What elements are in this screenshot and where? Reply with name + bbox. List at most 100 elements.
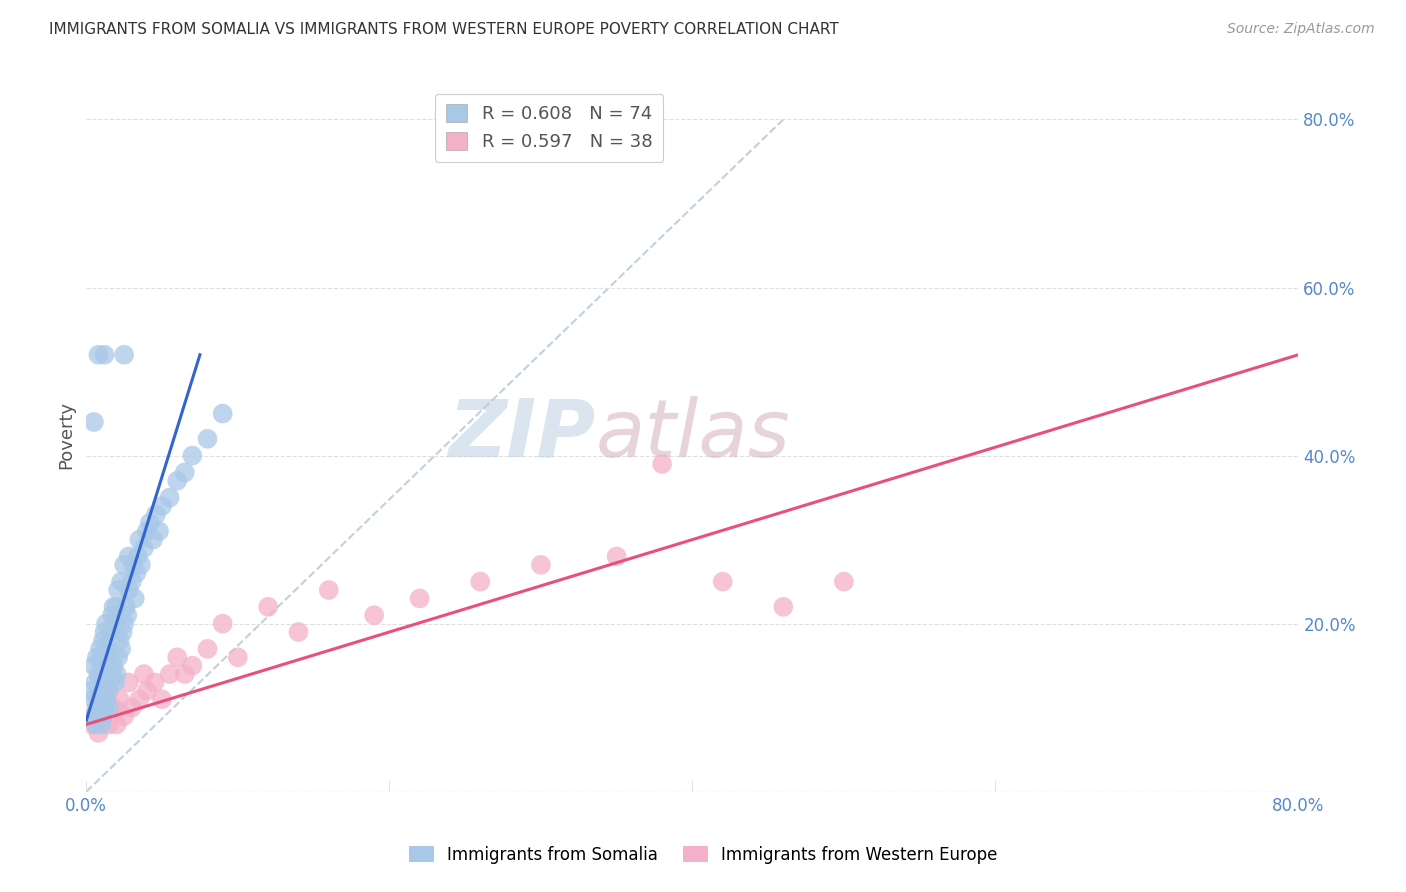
Point — [89, 692, 111, 706]
Point — [711, 574, 734, 589]
Point — [166, 650, 188, 665]
Point — [159, 667, 181, 681]
Text: IMMIGRANTS FROM SOMALIA VS IMMIGRANTS FROM WESTERN EUROPE POVERTY CORRELATION CH: IMMIGRANTS FROM SOMALIA VS IMMIGRANTS FR… — [49, 22, 839, 37]
Point — [114, 599, 136, 614]
Point — [651, 457, 673, 471]
Legend: Immigrants from Somalia, Immigrants from Western Europe: Immigrants from Somalia, Immigrants from… — [402, 839, 1004, 871]
Point — [128, 692, 150, 706]
Point — [226, 650, 249, 665]
Text: Source: ZipAtlas.com: Source: ZipAtlas.com — [1227, 22, 1375, 37]
Point — [150, 692, 173, 706]
Point — [108, 692, 131, 706]
Point — [80, 684, 103, 698]
Point — [94, 616, 117, 631]
Point — [132, 667, 155, 681]
Point — [363, 608, 385, 623]
Point — [111, 625, 134, 640]
Point — [89, 641, 111, 656]
Point — [110, 574, 132, 589]
Point — [118, 675, 141, 690]
Point — [93, 667, 115, 681]
Point — [83, 658, 105, 673]
Point — [408, 591, 430, 606]
Point — [87, 709, 110, 723]
Point — [318, 582, 340, 597]
Point — [86, 700, 108, 714]
Point — [83, 415, 105, 429]
Point — [181, 449, 204, 463]
Point — [103, 700, 125, 714]
Point — [105, 599, 128, 614]
Point — [98, 684, 121, 698]
Point — [121, 574, 143, 589]
Point — [606, 549, 628, 564]
Point — [121, 700, 143, 714]
Point — [112, 348, 135, 362]
Point — [96, 641, 118, 656]
Point — [139, 516, 162, 530]
Point — [87, 667, 110, 681]
Point — [530, 558, 553, 572]
Point — [118, 549, 141, 564]
Point — [107, 582, 129, 597]
Point — [287, 625, 309, 640]
Point — [129, 558, 152, 572]
Point — [84, 709, 107, 723]
Point — [94, 658, 117, 673]
Point — [94, 692, 117, 706]
Point — [90, 717, 112, 731]
Point — [159, 491, 181, 505]
Point — [173, 466, 195, 480]
Point — [107, 650, 129, 665]
Point — [84, 675, 107, 690]
Point — [98, 650, 121, 665]
Point — [90, 709, 112, 723]
Point — [125, 566, 148, 581]
Point — [148, 524, 170, 539]
Point — [181, 658, 204, 673]
Point — [103, 658, 125, 673]
Point — [105, 717, 128, 731]
Point — [93, 700, 115, 714]
Point — [128, 533, 150, 547]
Point — [173, 667, 195, 681]
Point — [108, 633, 131, 648]
Point — [115, 608, 138, 623]
Point — [122, 558, 145, 572]
Point — [150, 499, 173, 513]
Y-axis label: Poverty: Poverty — [58, 401, 75, 468]
Point — [112, 616, 135, 631]
Point — [103, 599, 125, 614]
Point — [124, 591, 146, 606]
Point — [142, 533, 165, 547]
Point — [87, 726, 110, 740]
Text: ZIP: ZIP — [449, 395, 595, 474]
Point — [110, 641, 132, 656]
Point — [82, 717, 104, 731]
Point — [101, 667, 124, 681]
Point — [832, 574, 855, 589]
Point — [211, 616, 233, 631]
Point — [127, 549, 149, 564]
Point — [87, 692, 110, 706]
Point — [98, 700, 121, 714]
Point — [166, 474, 188, 488]
Point — [470, 574, 492, 589]
Point — [132, 541, 155, 555]
Point — [197, 432, 219, 446]
Point — [118, 582, 141, 597]
Point — [86, 650, 108, 665]
Point — [105, 667, 128, 681]
Point — [104, 675, 127, 690]
Text: atlas: atlas — [595, 395, 790, 474]
Point — [91, 675, 114, 690]
Point — [112, 558, 135, 572]
Point — [100, 625, 122, 640]
Point — [98, 717, 121, 731]
Point — [91, 633, 114, 648]
Point — [135, 684, 157, 698]
Point — [104, 616, 127, 631]
Point — [112, 709, 135, 723]
Point — [93, 700, 115, 714]
Point — [87, 348, 110, 362]
